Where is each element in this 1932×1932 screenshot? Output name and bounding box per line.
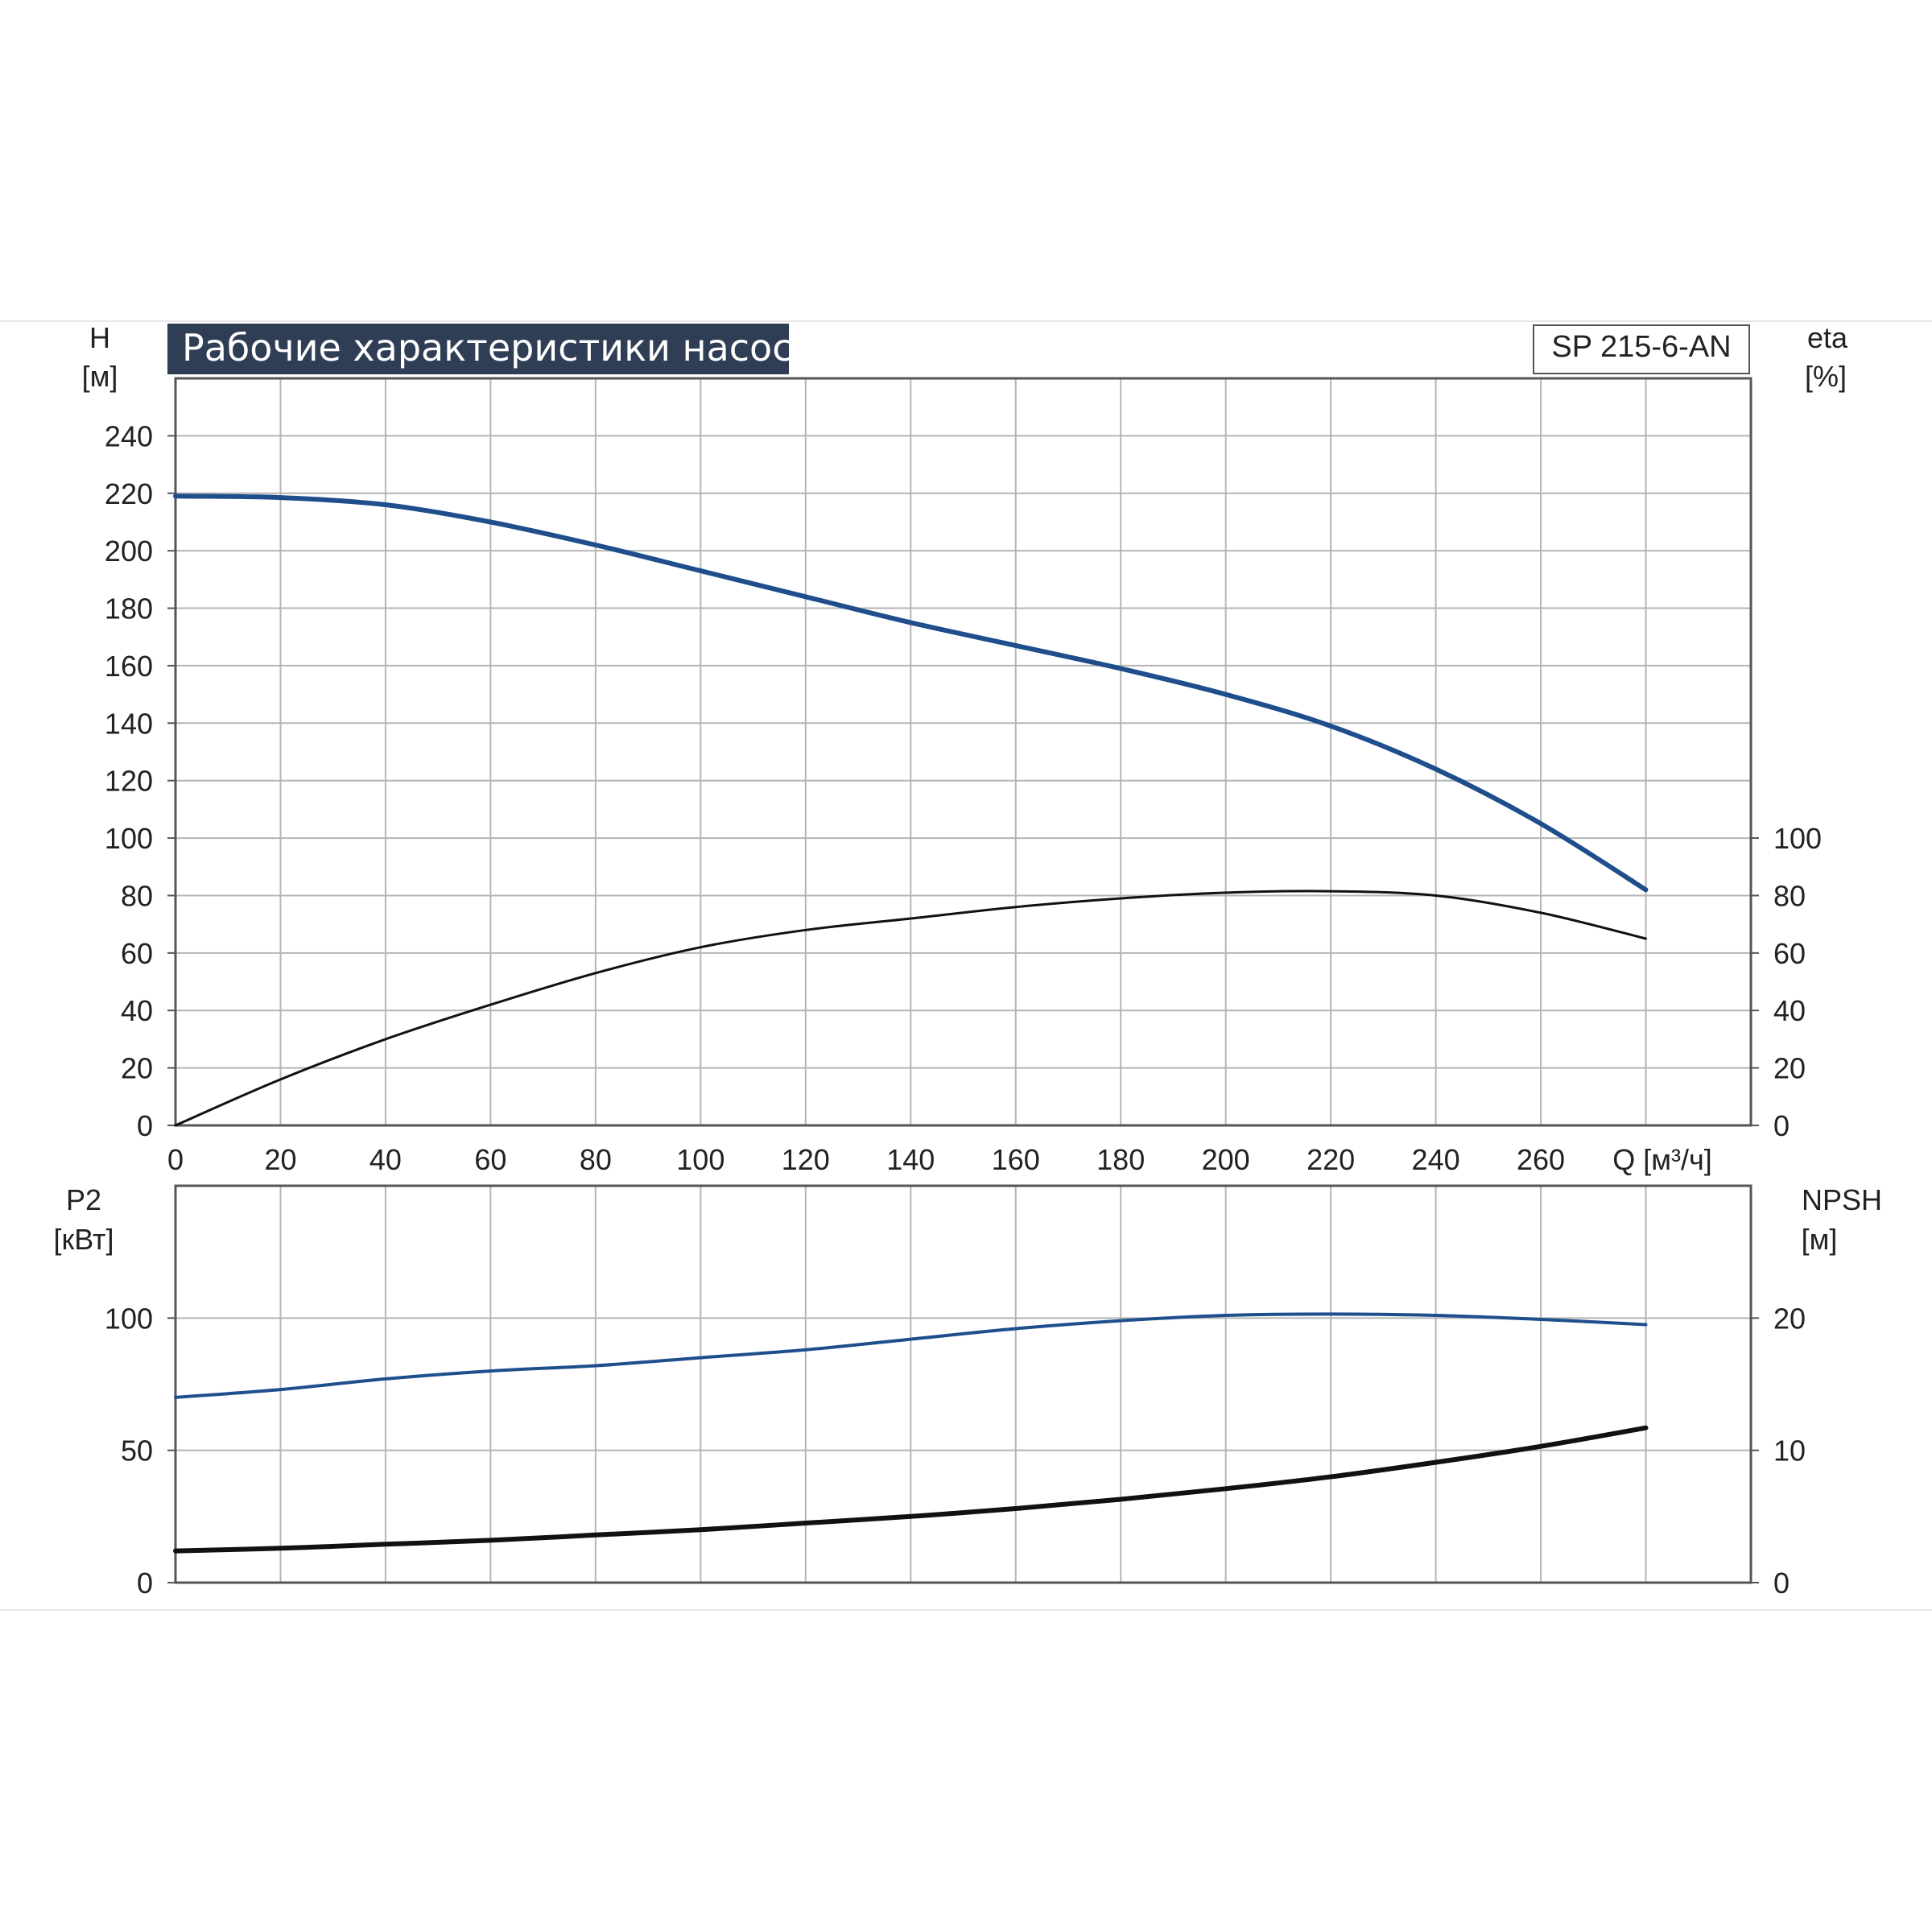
flow-tick-label: 260 xyxy=(1517,1143,1565,1176)
power-tick-label: 100 xyxy=(105,1302,153,1335)
flow-tick-label: 140 xyxy=(886,1143,935,1176)
upper-grid xyxy=(175,378,1751,1125)
head-tick-label: 160 xyxy=(105,650,153,683)
power-axis-unit: [кВт] xyxy=(53,1223,114,1256)
efficiency-tick-label: 80 xyxy=(1773,879,1806,912)
efficiency-axis-name: eta xyxy=(1807,321,1848,354)
efficiency-tick-label: 20 xyxy=(1773,1052,1806,1085)
upper-plot-frame xyxy=(174,377,1752,1127)
lower-grid xyxy=(175,1186,1751,1583)
flow-tick-label: 20 xyxy=(264,1143,296,1176)
model-box xyxy=(1533,324,1750,374)
power-axis-ticks: 0 50 100 xyxy=(105,1302,175,1600)
head-tick-label: 140 xyxy=(105,707,153,740)
npsh-axis-ticks: 0 10 20 xyxy=(1751,1302,1806,1600)
npsh-tick-label: 10 xyxy=(1773,1435,1806,1468)
lower-series xyxy=(173,1312,1649,1554)
flow-tick-label: 40 xyxy=(369,1143,402,1176)
head-tick-label: 180 xyxy=(105,592,153,625)
head-tick-label: 220 xyxy=(105,477,153,510)
efficiency-tick-label: 60 xyxy=(1773,937,1806,970)
chart-title: Рабочие характеристики насоса xyxy=(182,326,815,369)
flow-tick-label: 100 xyxy=(676,1143,724,1176)
model-label: SP 215-6-AN xyxy=(1551,330,1731,364)
head-tick-label: 100 xyxy=(105,822,153,855)
head-axis-name: H xyxy=(89,321,110,354)
flow-axis-ticks: 0 20 40 60 80 100 120 140 160 180 200 220 240 260 xyxy=(167,1143,1565,1176)
lower-plot-frame xyxy=(174,1184,1752,1584)
power-npsh-panel: 0 50 100 0 10 20 P2 [кВт] NPSH [м] xyxy=(53,1183,1882,1600)
head-tick-label: 60 xyxy=(121,937,153,970)
title-banner xyxy=(167,324,789,374)
npsh-tick-label: 20 xyxy=(1773,1302,1806,1335)
head-tick-label: 80 xyxy=(121,879,153,912)
head-tick-label: 120 xyxy=(105,765,153,798)
efficiency-tick-label: 40 xyxy=(1773,994,1806,1027)
efficiency-tick-label: 100 xyxy=(1773,822,1822,855)
p2-curve xyxy=(174,1312,1648,1399)
head-tick-label: 200 xyxy=(105,535,153,568)
npsh-axis-name: NPSH xyxy=(1802,1183,1882,1216)
eta-curve xyxy=(174,890,1647,1127)
npsh-axis-unit: [м] xyxy=(1802,1223,1838,1256)
flow-axis-label: Q [м³/ч] xyxy=(1612,1143,1712,1176)
flow-tick-label: 220 xyxy=(1307,1143,1355,1176)
efficiency-axis-unit: [%] xyxy=(1805,360,1847,393)
flow-tick-label: 180 xyxy=(1096,1143,1145,1176)
npsh-curve xyxy=(173,1425,1649,1554)
power-tick-label: 0 xyxy=(137,1567,153,1600)
head-axis-ticks: 0 20 40 60 80 100 120 140 160 180 200 220 240 xyxy=(105,419,175,1142)
npsh-tick-label: 0 xyxy=(1773,1567,1790,1600)
head-tick-label: 40 xyxy=(121,994,153,1027)
flow-tick-label: 0 xyxy=(167,1143,184,1176)
flow-tick-label: 240 xyxy=(1412,1143,1460,1176)
flow-tick-label: 60 xyxy=(474,1143,506,1176)
head-tick-label: 20 xyxy=(121,1052,153,1085)
head-tick-label: 0 xyxy=(137,1109,153,1142)
head-axis-unit: [м] xyxy=(82,360,118,393)
flow-tick-label: 80 xyxy=(580,1143,612,1176)
upper-series xyxy=(173,493,1649,1127)
h-curve xyxy=(173,493,1649,893)
flow-tick-label: 120 xyxy=(782,1143,830,1176)
head-tick-label: 240 xyxy=(105,419,153,452)
power-tick-label: 50 xyxy=(121,1435,153,1468)
efficiency-tick-label: 0 xyxy=(1773,1109,1790,1142)
power-axis-name: P2 xyxy=(66,1183,101,1216)
flow-tick-label: 160 xyxy=(992,1143,1040,1176)
flow-tick-label: 200 xyxy=(1202,1143,1250,1176)
efficiency-axis-ticks: 0 20 40 60 80 100 xyxy=(1751,822,1822,1142)
